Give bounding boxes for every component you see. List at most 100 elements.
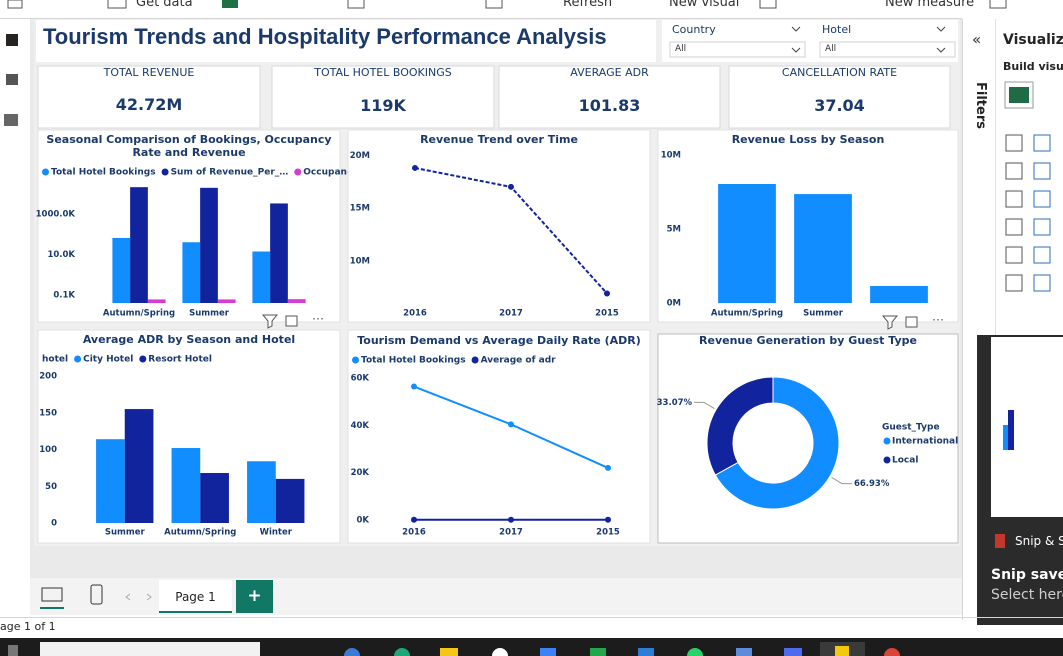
app-icon[interactable] (492, 648, 508, 656)
collapse-icon[interactable]: « (972, 31, 981, 49)
bar (247, 461, 276, 523)
panel-subtitle: Build visual (1003, 60, 1063, 73)
chart-title: Revenue Loss by Season (731, 133, 885, 146)
focus-icon[interactable] (905, 316, 918, 328)
slicer-value[interactable]: All (825, 44, 837, 54)
add-page-label[interactable]: + (247, 586, 262, 606)
chart-title: Revenue Generation by Guest Type (699, 334, 917, 347)
app-icon[interactable] (884, 648, 900, 656)
powerbi-icon (835, 646, 849, 656)
app-icon[interactable] (687, 648, 703, 656)
card-label: CANCELLATION RATE (781, 66, 898, 79)
page-tab[interactable] (159, 580, 232, 613)
bar (147, 299, 166, 303)
y-tick-label: 0K (356, 516, 369, 526)
visual-type-icon[interactable] (1005, 134, 1023, 152)
app-icon[interactable] (440, 648, 458, 656)
app-icon[interactable] (344, 648, 360, 656)
start-icon[interactable] (8, 645, 18, 656)
left-sidebar (0, 19, 30, 615)
slicer-dropdown[interactable] (669, 41, 806, 58)
snip-icon (995, 534, 1005, 548)
toolbar-button[interactable]: New visual (669, 0, 740, 10)
panel-title: Visualiza (1003, 32, 1063, 48)
visual-type-icon[interactable] (1033, 274, 1051, 292)
visual-type-icon[interactable] (1005, 246, 1023, 264)
more-options[interactable]: ⋯ (932, 313, 944, 327)
search-box[interactable] (40, 642, 260, 656)
point (508, 516, 514, 523)
report-view-icon[interactable] (6, 34, 18, 46)
slice (714, 376, 840, 510)
y-tick-label: 0.1K (53, 290, 75, 300)
y-tick-label: 200 (39, 372, 57, 382)
slicer-label: Country (672, 23, 716, 36)
filters-pane[interactable]: Filters (973, 82, 988, 129)
card (271, 65, 495, 129)
snip-thumbnail[interactable] (991, 337, 1063, 517)
toolbar-icon (107, 0, 127, 9)
page-tab-label[interactable]: Page 1 (175, 590, 216, 604)
page-nav[interactable] (125, 593, 152, 601)
legend-marker (42, 168, 49, 176)
visual-type-icon[interactable] (1033, 246, 1051, 264)
mobile-icon[interactable] (90, 584, 103, 605)
toolbar-button[interactable]: Get data (136, 0, 193, 10)
visual-type-icon[interactable] (1033, 190, 1051, 208)
bar (171, 448, 201, 523)
toolbar-button[interactable]: Refresh (563, 0, 613, 10)
legend-label: Resort Hotel (148, 355, 212, 365)
visual-type-icon[interactable] (1033, 134, 1051, 152)
app-icon[interactable] (736, 648, 752, 656)
visual-type-icon[interactable] (1033, 218, 1051, 236)
app-icon[interactable] (394, 648, 410, 656)
bar (217, 299, 236, 303)
card-label: AVERAGE ADR (570, 66, 649, 79)
slicer-label: Hotel (822, 23, 852, 36)
focus-icon[interactable] (285, 315, 298, 327)
toolbar-icon (347, 0, 365, 9)
more-options[interactable]: ⋯ (312, 312, 324, 326)
legend-title: hotel (42, 355, 68, 365)
visual-icons (1005, 134, 1051, 292)
app-icon[interactable] (590, 648, 606, 656)
card-value: 42.72M (115, 95, 183, 114)
notification-title: Snip saved (991, 567, 1063, 583)
visual-type-icon[interactable] (1005, 190, 1023, 208)
card (37, 65, 261, 129)
visual-type-icon[interactable] (1005, 162, 1023, 180)
card-value: 119K (360, 96, 406, 115)
add-page[interactable] (236, 580, 273, 613)
desktop-icon[interactable] (41, 587, 63, 602)
y-tick-label: 100 (39, 445, 57, 455)
model-view-icon[interactable] (4, 114, 18, 126)
build-visual-icon (1009, 87, 1029, 103)
x-tick-label: 2016 (402, 528, 426, 538)
x-tick-label: 2017 (499, 528, 523, 538)
point (411, 516, 417, 523)
app-icon[interactable] (784, 648, 802, 656)
x-tick-label: Summer (105, 528, 146, 538)
toolbar-button[interactable]: New measure (885, 0, 975, 10)
y-tick-label: 150 (39, 408, 57, 418)
visual-type-icon[interactable] (1033, 162, 1051, 180)
x-tick-label: Autumn/Spring (103, 309, 175, 319)
notification-app: Snip & Sk (1015, 534, 1063, 548)
x-tick-label: Autumn/Spring (164, 528, 236, 538)
slicer-value[interactable]: All (675, 44, 687, 54)
notification-text[interactable]: Select here (991, 587, 1063, 603)
y-tick-label: 20M (350, 151, 370, 161)
slicer-dropdown[interactable] (819, 41, 956, 58)
app-icon[interactable] (540, 648, 556, 656)
legend-marker (139, 355, 147, 363)
filter-icon[interactable] (261, 314, 279, 329)
visual-type-icon[interactable] (1005, 274, 1023, 292)
table-view-icon[interactable] (6, 74, 18, 85)
app-icon[interactable] (638, 648, 654, 656)
visual-type-icon[interactable] (1005, 218, 1023, 236)
filter-icon[interactable] (881, 315, 899, 330)
data-label: 33.07% (657, 398, 693, 408)
bar (130, 187, 148, 303)
